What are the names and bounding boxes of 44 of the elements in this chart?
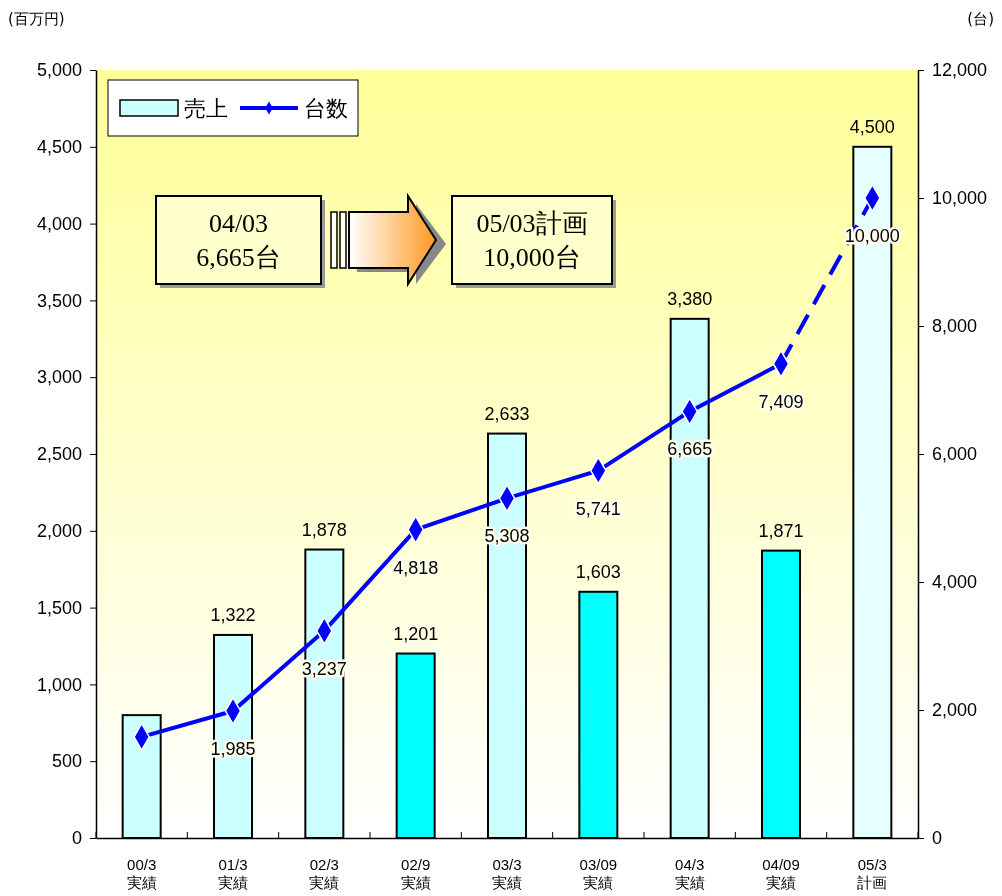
annotation: 05/03計画 10,000台 <box>476 209 588 272</box>
y-tick-label: 0 <box>71 828 82 849</box>
y2-tick-label: 0 <box>932 828 943 849</box>
y2-tick-label: 8,000 <box>932 316 978 337</box>
data-label: 4,500 <box>849 116 895 137</box>
y-tick-label: 1,500 <box>36 597 82 618</box>
y2-tick-label: 12,000 <box>932 60 988 81</box>
y2-tick-label: 10,000 <box>932 188 988 209</box>
data-label: 4,818 <box>393 557 439 578</box>
x-tick-label: 04/3 実績 <box>674 856 705 891</box>
y-tick-label: 3,000 <box>36 367 82 388</box>
x-tick-label: 02/3 実績 <box>309 856 340 891</box>
y-tick-label: 1,000 <box>36 674 82 695</box>
y-tick-label: 4,000 <box>36 213 82 234</box>
x-tick-label: 03/3 実績 <box>492 856 522 891</box>
data-label: 7,409 <box>758 391 804 412</box>
data-label: 1,878 <box>301 519 347 540</box>
x-tick-label: 00/3 実績 <box>126 856 157 891</box>
x-tick-label: 01/3 実績 <box>218 856 248 891</box>
y2-tick-label: 6,000 <box>932 444 978 465</box>
y-axis-title: (百万円) <box>8 10 65 28</box>
data-label: 2,633 <box>484 403 530 424</box>
y2-tick-label: 4,000 <box>932 572 978 593</box>
y-tick-label: 4,500 <box>36 137 82 158</box>
data-label: 1,871 <box>758 520 804 541</box>
x-tick-label: 03/09 実績 <box>579 856 618 891</box>
data-label: 5,741 <box>575 498 621 519</box>
y-tick-label: 500 <box>51 751 82 772</box>
annotation: 04/03 6,665台 <box>196 209 281 272</box>
y-tick-label: 3,500 <box>36 290 82 311</box>
data-label: 3,380 <box>667 288 713 309</box>
data-label: 1,201 <box>393 623 439 644</box>
data-label: 1,603 <box>575 561 621 582</box>
y-tick-label: 2,500 <box>36 444 82 465</box>
legend-label: 台数 <box>304 96 348 121</box>
x-tick-label: 04/09 実績 <box>762 856 800 891</box>
y-tick-label: 5,000 <box>36 60 82 81</box>
legend-label: 売上 <box>184 96 228 121</box>
y2-axis-title: (台) <box>967 10 994 28</box>
x-tick-label: 02/9 実績 <box>400 856 431 891</box>
x-tick-label: 05/3 計画 <box>857 856 888 891</box>
y-tick-label: 2,000 <box>36 521 82 542</box>
data-label: 1,322 <box>210 604 256 625</box>
y2-tick-label: 2,000 <box>932 700 978 721</box>
